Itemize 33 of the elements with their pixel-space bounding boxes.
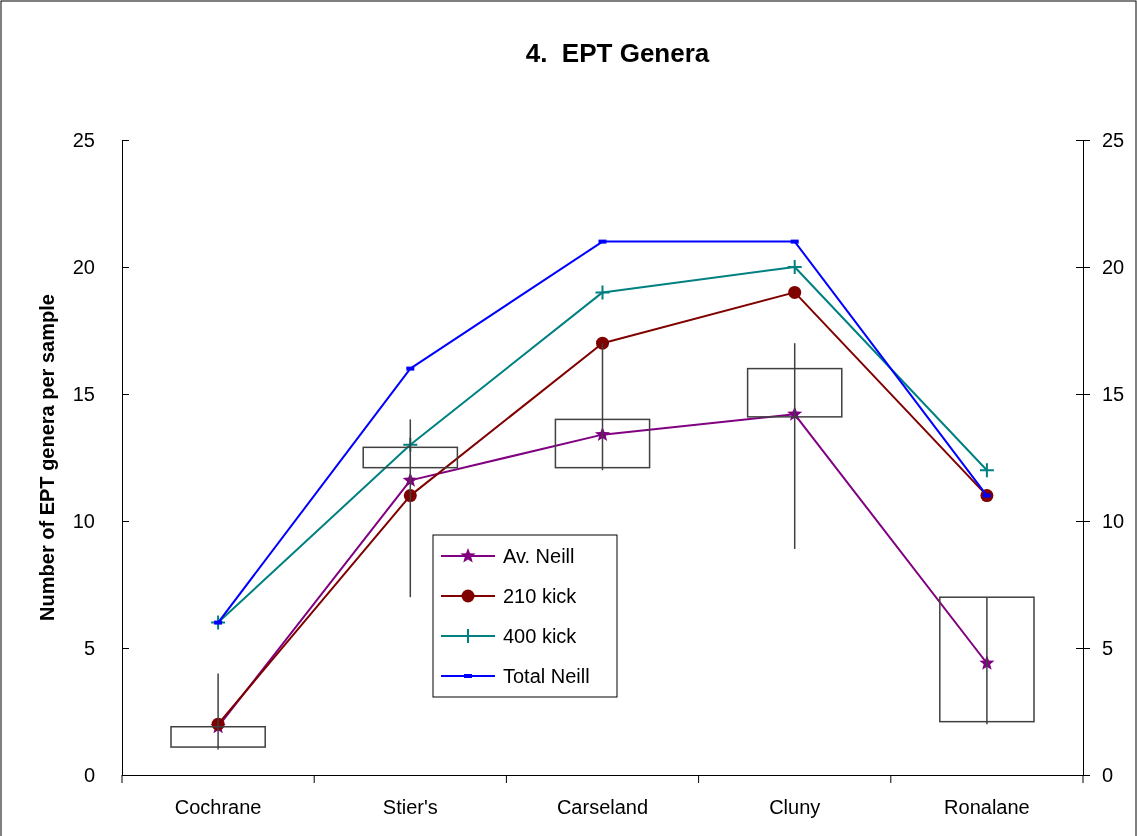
y-axis-title: Number of EPT genera per sample [36, 294, 58, 621]
legend-label: Total Neill [503, 665, 590, 687]
point [596, 336, 609, 350]
point [210, 614, 227, 631]
legend-label: Av. Neill [503, 545, 575, 567]
y2-tick-label: 10 [1102, 509, 1125, 532]
y2-tick-label: 0 [1102, 763, 1114, 786]
legend-label: 210 kick [503, 585, 578, 607]
point [402, 436, 419, 453]
candlestick [170, 672, 266, 751]
candlestick [939, 596, 1035, 725]
point [594, 284, 611, 301]
y-tick-label: 5 [83, 636, 95, 659]
y-tick-label: 15 [72, 382, 95, 405]
x-tick-label: Stier's [382, 796, 438, 819]
y2-tick-label: 20 [1102, 255, 1125, 278]
point [978, 462, 995, 479]
y-tick-label: 10 [72, 509, 95, 532]
candlestick [746, 342, 843, 550]
y-tick-label: 25 [72, 128, 95, 151]
y-tick-label: 20 [72, 255, 95, 278]
point [786, 259, 803, 275]
chart-title: 4. EPT Genera [525, 38, 710, 68]
y2-tick-label: 25 [1102, 128, 1125, 151]
x-tick-label: Cluny [769, 796, 821, 819]
x-tick-label: Carseland [556, 796, 649, 819]
y2-tick-label: 15 [1102, 382, 1125, 405]
legend-label: 400 kick [503, 625, 578, 647]
y-tick-label: 0 [83, 763, 95, 786]
x-tick-label: Cochrane [174, 796, 262, 819]
point [788, 285, 802, 299]
y2-tick-label: 5 [1102, 636, 1114, 659]
x-tick-label: Ronalane [944, 796, 1030, 819]
